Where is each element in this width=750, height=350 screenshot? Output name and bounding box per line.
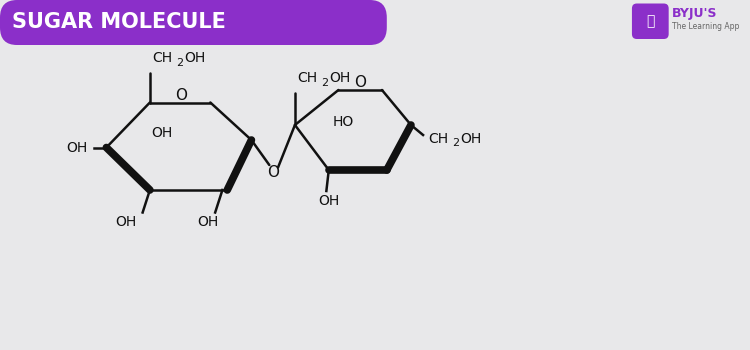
Text: OH: OH	[460, 132, 482, 146]
Text: HO: HO	[333, 116, 354, 130]
Text: 2: 2	[322, 77, 328, 88]
Text: O: O	[176, 88, 188, 103]
Text: ⎘: ⎘	[646, 14, 655, 28]
Text: OH: OH	[115, 216, 136, 230]
Text: O: O	[267, 165, 279, 180]
Text: OH: OH	[67, 140, 88, 154]
Text: BYJU'S: BYJU'S	[672, 7, 718, 21]
FancyBboxPatch shape	[632, 4, 669, 39]
Text: OH: OH	[318, 194, 340, 208]
Text: The Learning App: The Learning App	[672, 22, 740, 31]
Text: OH: OH	[197, 216, 218, 230]
Text: 2: 2	[452, 138, 459, 148]
Text: SUGAR MOLECULE: SUGAR MOLECULE	[12, 12, 226, 32]
Text: CH: CH	[152, 51, 172, 65]
Text: CH: CH	[428, 132, 448, 146]
FancyBboxPatch shape	[0, 0, 387, 45]
Text: 2: 2	[176, 57, 184, 68]
Text: O: O	[354, 75, 366, 90]
Text: CH: CH	[297, 71, 317, 85]
Text: OH: OH	[152, 126, 172, 140]
Text: OH: OH	[184, 51, 206, 65]
Text: OH: OH	[330, 71, 351, 85]
